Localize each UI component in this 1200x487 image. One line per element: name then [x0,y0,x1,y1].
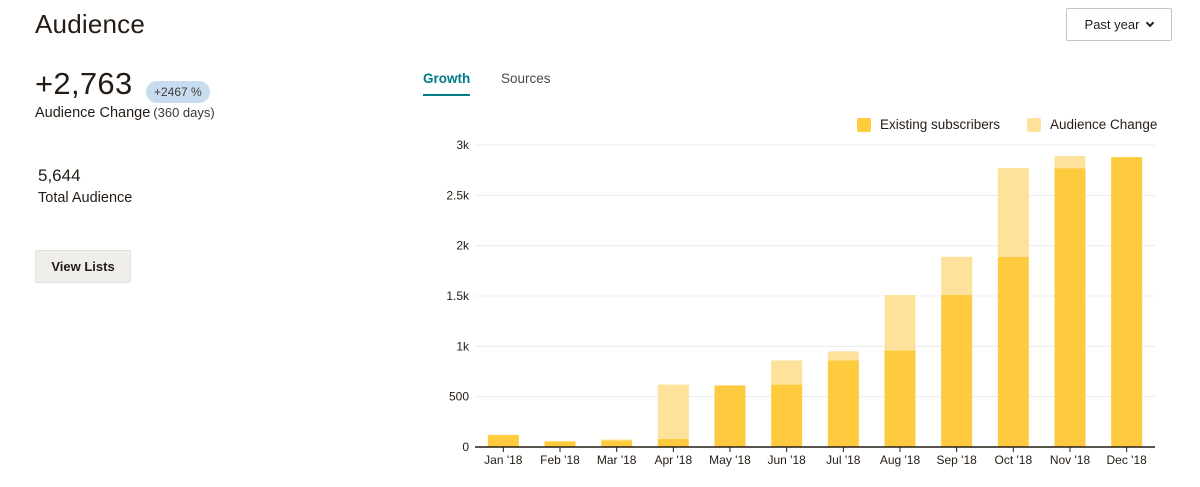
legend-label-change: Audience Change [1050,117,1158,132]
bar-existing-subscribers [997,256,1029,447]
bar-existing-subscribers [714,385,746,447]
y-tick-label: 2.5k [446,188,470,202]
x-tick-label: Aug '18 [880,453,921,467]
y-tick-label: 0 [462,440,469,454]
x-tick-label: Oct '18 [995,453,1033,467]
bar-audience-change [1054,156,1086,169]
bar-audience-change [941,256,973,295]
bar-audience-change [884,294,916,351]
legend-existing-subscribers[interactable]: Existing subscribers [857,117,1000,132]
audience-change-value: +2,763 [35,66,133,101]
x-tick-label: Jan '18 [484,453,523,467]
bar-existing-subscribers [941,294,973,447]
bar-existing-subscribers [827,360,859,447]
date-range-label: Past year [1084,17,1140,32]
y-tick-label: 1k [456,339,470,353]
x-tick-label: Jun '18 [768,453,807,467]
bar-existing-subscribers [544,441,576,447]
bar-audience-change [827,351,859,361]
bar-existing-subscribers [487,434,519,447]
x-tick-label: Sep '18 [937,453,978,467]
bar-existing-subscribers [771,384,803,447]
y-tick-label: 500 [449,390,469,404]
bar-audience-change [544,440,576,442]
audience-change-period: (360 days) [153,105,215,120]
page-title: Audience [35,9,146,39]
bar-existing-subscribers [601,440,633,447]
bar-audience-change [997,168,1029,257]
view-lists-button[interactable]: View Lists [35,250,131,283]
bar-audience-change [601,439,633,441]
bar-audience-change [714,385,746,386]
tab-growth[interactable]: Growth [423,71,471,96]
x-tick-label: Mar '18 [597,453,637,467]
audience-change-percent-badge: +2467 % [146,81,210,103]
bar-existing-subscribers [657,438,689,447]
legend-swatch-existing [857,117,871,132]
y-tick-label: 3k [456,138,470,152]
tab-sources[interactable]: Sources [501,71,551,86]
x-tick-label: Jul '18 [826,453,861,467]
bar-existing-subscribers [1054,168,1086,448]
x-tick-label: Nov '18 [1050,453,1091,467]
date-range-select[interactable]: Past year [1066,8,1172,41]
legend-label-existing: Existing subscribers [880,117,1001,132]
legend-swatch-change [1027,117,1041,132]
y-tick-label: 1.5k [446,289,470,303]
bar-audience-change [771,360,803,385]
legend-audience-change[interactable]: Audience Change [1027,117,1157,132]
audience-change-label: Audience Change (360 days) [35,105,215,121]
audience-change-label-text: Audience Change [35,105,151,121]
x-tick-label: Dec '18 [1107,453,1148,467]
bar-existing-subscribers [884,350,916,447]
y-tick-label: 2k [456,239,470,253]
total-audience-label: Total Audience [38,190,133,206]
total-audience-value: 5,644 [38,166,81,185]
x-tick-label: May '18 [709,453,751,467]
x-tick-label: Apr '18 [655,453,693,467]
bar-existing-subscribers [1111,157,1143,447]
x-tick-label: Feb '18 [540,453,580,467]
bar-audience-change [657,384,689,439]
